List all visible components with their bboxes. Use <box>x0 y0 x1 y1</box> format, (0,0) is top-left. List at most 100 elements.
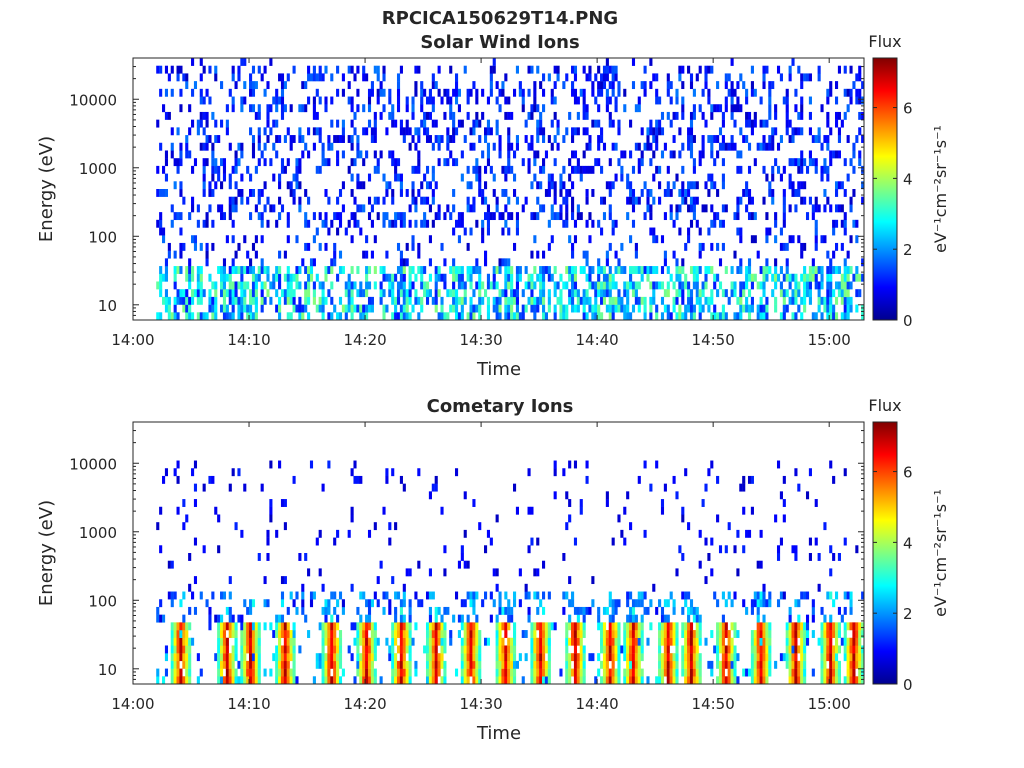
solar-wind-heatmap-cell <box>565 312 569 321</box>
solar-wind-heatmap-cell <box>365 127 369 136</box>
solar-wind-heatmap-cell <box>350 96 354 105</box>
solar-wind-heatmap-cell <box>791 273 795 282</box>
solar-wind-heatmap-cell <box>756 304 760 313</box>
solar-wind-heatmap-cell <box>573 165 578 174</box>
cometary-heatmap-cell <box>278 630 282 638</box>
cometary-colorbar <box>872 421 898 685</box>
cometary-heatmap-cell <box>576 614 580 623</box>
cometary-heatmap-cell <box>431 660 435 669</box>
cometary-heatmap-cell <box>698 614 702 623</box>
solar-wind-heatmap-cell <box>222 312 227 321</box>
solar-wind-heatmap-cell <box>162 296 166 305</box>
cometary-heatmap-cell <box>823 522 827 531</box>
cometary-heatmap-cell <box>823 653 827 662</box>
solar-wind-heatmap-cell <box>568 173 572 182</box>
solar-wind-heatmap-cell <box>739 281 743 290</box>
cometary-heatmap-cell <box>405 637 409 646</box>
cometary-heatmap-cell <box>443 630 447 638</box>
solar-wind-heatmap-cell <box>472 127 476 136</box>
solar-wind-heatmap-cell <box>492 212 496 221</box>
solar-wind-heatmap-cell <box>739 73 743 82</box>
solar-wind-heatmap-cell <box>840 204 844 213</box>
solar-wind-heatmap-cell <box>655 135 659 143</box>
solar-wind-heatmap-cell <box>649 304 653 313</box>
solar-wind-heatmap-cell <box>542 266 546 274</box>
cometary-heatmap-cell <box>605 637 609 646</box>
cometary-heatmap-cell <box>359 614 363 623</box>
cometary-heatmap-cell <box>469 622 473 631</box>
cometary-heatmap-cell <box>396 591 401 600</box>
solar-wind-heatmap-cell <box>547 73 551 82</box>
solar-wind-heatmap-cell <box>605 181 609 190</box>
solar-wind-heatmap-cell <box>399 119 403 128</box>
cometary-heatmap-cell <box>440 622 444 631</box>
solar-wind-heatmap-cell <box>658 165 662 174</box>
solar-wind-heatmap-cell <box>338 266 343 274</box>
solar-wind-heatmap-cell <box>484 127 488 136</box>
cometary-heatmap-cell <box>843 676 847 685</box>
solar-wind-heatmap-cell <box>808 196 812 205</box>
solar-wind-heatmap-cell <box>318 127 322 136</box>
solar-wind-heatmap-cell <box>463 65 467 74</box>
solar-wind-heatmap-cell <box>367 173 372 182</box>
solar-wind-heatmap-cell <box>544 266 549 274</box>
cometary-heatmap-cell <box>733 668 737 677</box>
solar-wind-heatmap-cell <box>788 235 792 244</box>
cometary-heatmap-cell <box>655 460 659 469</box>
solar-wind-heatmap-cell <box>800 150 804 159</box>
solar-wind-heatmap-cell <box>637 96 641 105</box>
solar-wind-heatmap-cell <box>739 304 743 313</box>
solar-wind-heatmap-cell <box>655 96 659 105</box>
solar-wind-heatmap-cell <box>643 296 647 305</box>
solar-wind-heatmap-cell <box>307 127 311 136</box>
cometary-heatmap-cell <box>640 599 644 608</box>
solar-wind-heatmap-cell <box>240 142 244 151</box>
solar-wind-heatmap-cell <box>640 296 644 305</box>
solar-wind-heatmap-cell <box>762 266 766 274</box>
cometary-heatmap-cell <box>492 568 496 577</box>
solar-wind-heatmap-cell <box>562 81 566 90</box>
solar-wind-heatmap-cell <box>292 289 296 298</box>
solar-wind-heatmap-cell <box>324 266 328 274</box>
solar-wind-heatmap-cell <box>333 258 337 267</box>
cometary-heatmap-cell <box>321 653 325 662</box>
cometary-heatmap-cell <box>655 676 659 685</box>
solar-wind-heatmap-cell <box>771 196 775 205</box>
cometary-heatmap-cell <box>716 676 720 685</box>
solar-wind-heatmap-cell <box>779 289 783 298</box>
solar-wind-heatmap-cell <box>399 266 403 274</box>
cometary-heatmap-cell <box>318 529 322 538</box>
solar-wind-heatmap-cell <box>794 289 798 298</box>
cometary-heatmap-cell <box>463 599 467 608</box>
solar-wind-heatmap-cell <box>553 266 557 274</box>
solar-wind-heatmap-cell <box>191 119 195 128</box>
solar-wind-heatmap-cell <box>527 296 531 305</box>
solar-wind-heatmap-cell <box>202 165 206 174</box>
cometary-heatmap-cell <box>539 630 543 638</box>
cometary-heatmap-cell <box>846 676 850 685</box>
solar-wind-heatmap-cell <box>425 196 430 205</box>
cometary-heatmap-cell <box>513 660 517 669</box>
cometary-heatmap-cell <box>463 630 467 638</box>
solar-wind-heatmap-cell <box>733 312 737 321</box>
solar-wind-heatmap-cell <box>475 111 479 120</box>
solar-wind-heatmap-cell <box>637 281 641 290</box>
cometary-heatmap-cell <box>687 676 691 685</box>
cometary-heatmap-cell <box>243 653 247 662</box>
cometary-heatmap-cell <box>379 560 383 569</box>
solar-wind-heatmap-cell <box>507 281 511 290</box>
solar-wind-heatmap-cell <box>417 189 421 197</box>
cometary-heatmap-cell <box>698 637 702 646</box>
solar-wind-heatmap-cell <box>663 212 667 221</box>
solar-wind-heatmap-cell <box>234 196 238 205</box>
solar-wind-heatmap-cell <box>179 296 183 305</box>
solar-wind-heatmap-cell <box>808 281 812 290</box>
solar-wind-heatmap-cell <box>269 158 273 167</box>
solar-wind-heatmap-cell <box>524 196 528 205</box>
solar-wind-heatmap-cell <box>237 142 241 151</box>
solar-wind-heatmap-cell <box>556 142 560 151</box>
cometary-heatmap-cell <box>698 529 702 538</box>
cometary-heatmap-cell <box>643 460 647 469</box>
cometary-heatmap-cell <box>524 591 528 600</box>
solar-wind-heatmap-cell <box>571 127 575 136</box>
